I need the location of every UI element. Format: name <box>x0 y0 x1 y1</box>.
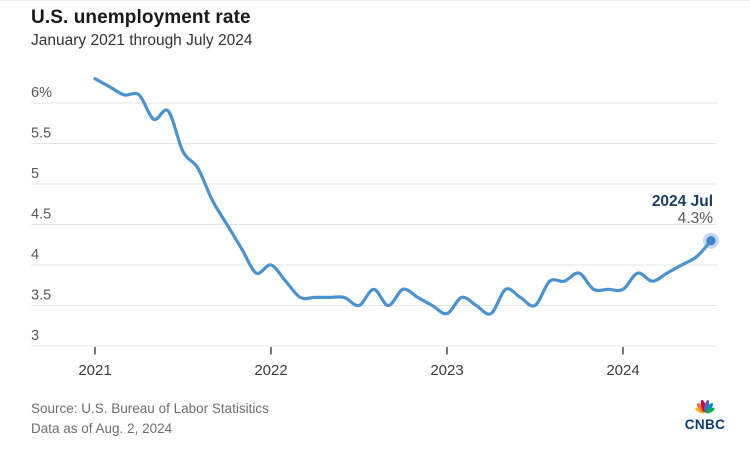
peacock-icon <box>695 399 715 414</box>
latest-point-annotation: 2024 Jul 4.3% <box>652 193 713 227</box>
y-axis-tick-label: 3.5 <box>31 288 51 304</box>
chart-footer: Source: U.S. Bureau of Labor Statisitics… <box>31 399 269 439</box>
chart-subtitle: January 2021 through July 2024 <box>31 32 253 49</box>
y-axis-tick-label: 5 <box>31 166 39 182</box>
annotation-value-label: 4.3% <box>677 210 713 227</box>
y-axis-tick-label: 4.5 <box>31 207 51 223</box>
cnbc-logo: CNBC <box>680 398 730 432</box>
y-axis-tick-label: 3 <box>31 328 39 344</box>
data-as-of-note: Data as of Aug. 2, 2024 <box>31 421 173 436</box>
peacock-feather-green <box>705 407 715 414</box>
y-axis-tick-label: 6% <box>31 85 52 101</box>
chart-title: U.S. unemployment rate <box>31 7 251 28</box>
x-axis-tick-label: 2022 <box>254 362 287 379</box>
y-axis-tick-label: 5.5 <box>31 126 51 142</box>
y-axis-tick-label: 4 <box>31 247 39 263</box>
x-axis-tick-label: 2021 <box>78 362 111 379</box>
x-axis-tick-label: 2023 <box>430 362 463 379</box>
endpoint-dot <box>706 236 716 246</box>
annotation-date-label: 2024 Jul <box>651 193 713 210</box>
unemployment-rate-line <box>93 77 713 316</box>
x-axis-tick-label: 2024 <box>606 362 639 379</box>
cnbc-wordmark: CNBC <box>684 417 726 432</box>
source-note: Source: U.S. Bureau of Labor Statisitics <box>31 401 269 416</box>
line-chart-plot-area: 6% 5.5 5 4.5 4 3.5 3 2021 2022 2023 2024 <box>31 77 719 379</box>
peacock-feather-yellow <box>695 407 705 414</box>
